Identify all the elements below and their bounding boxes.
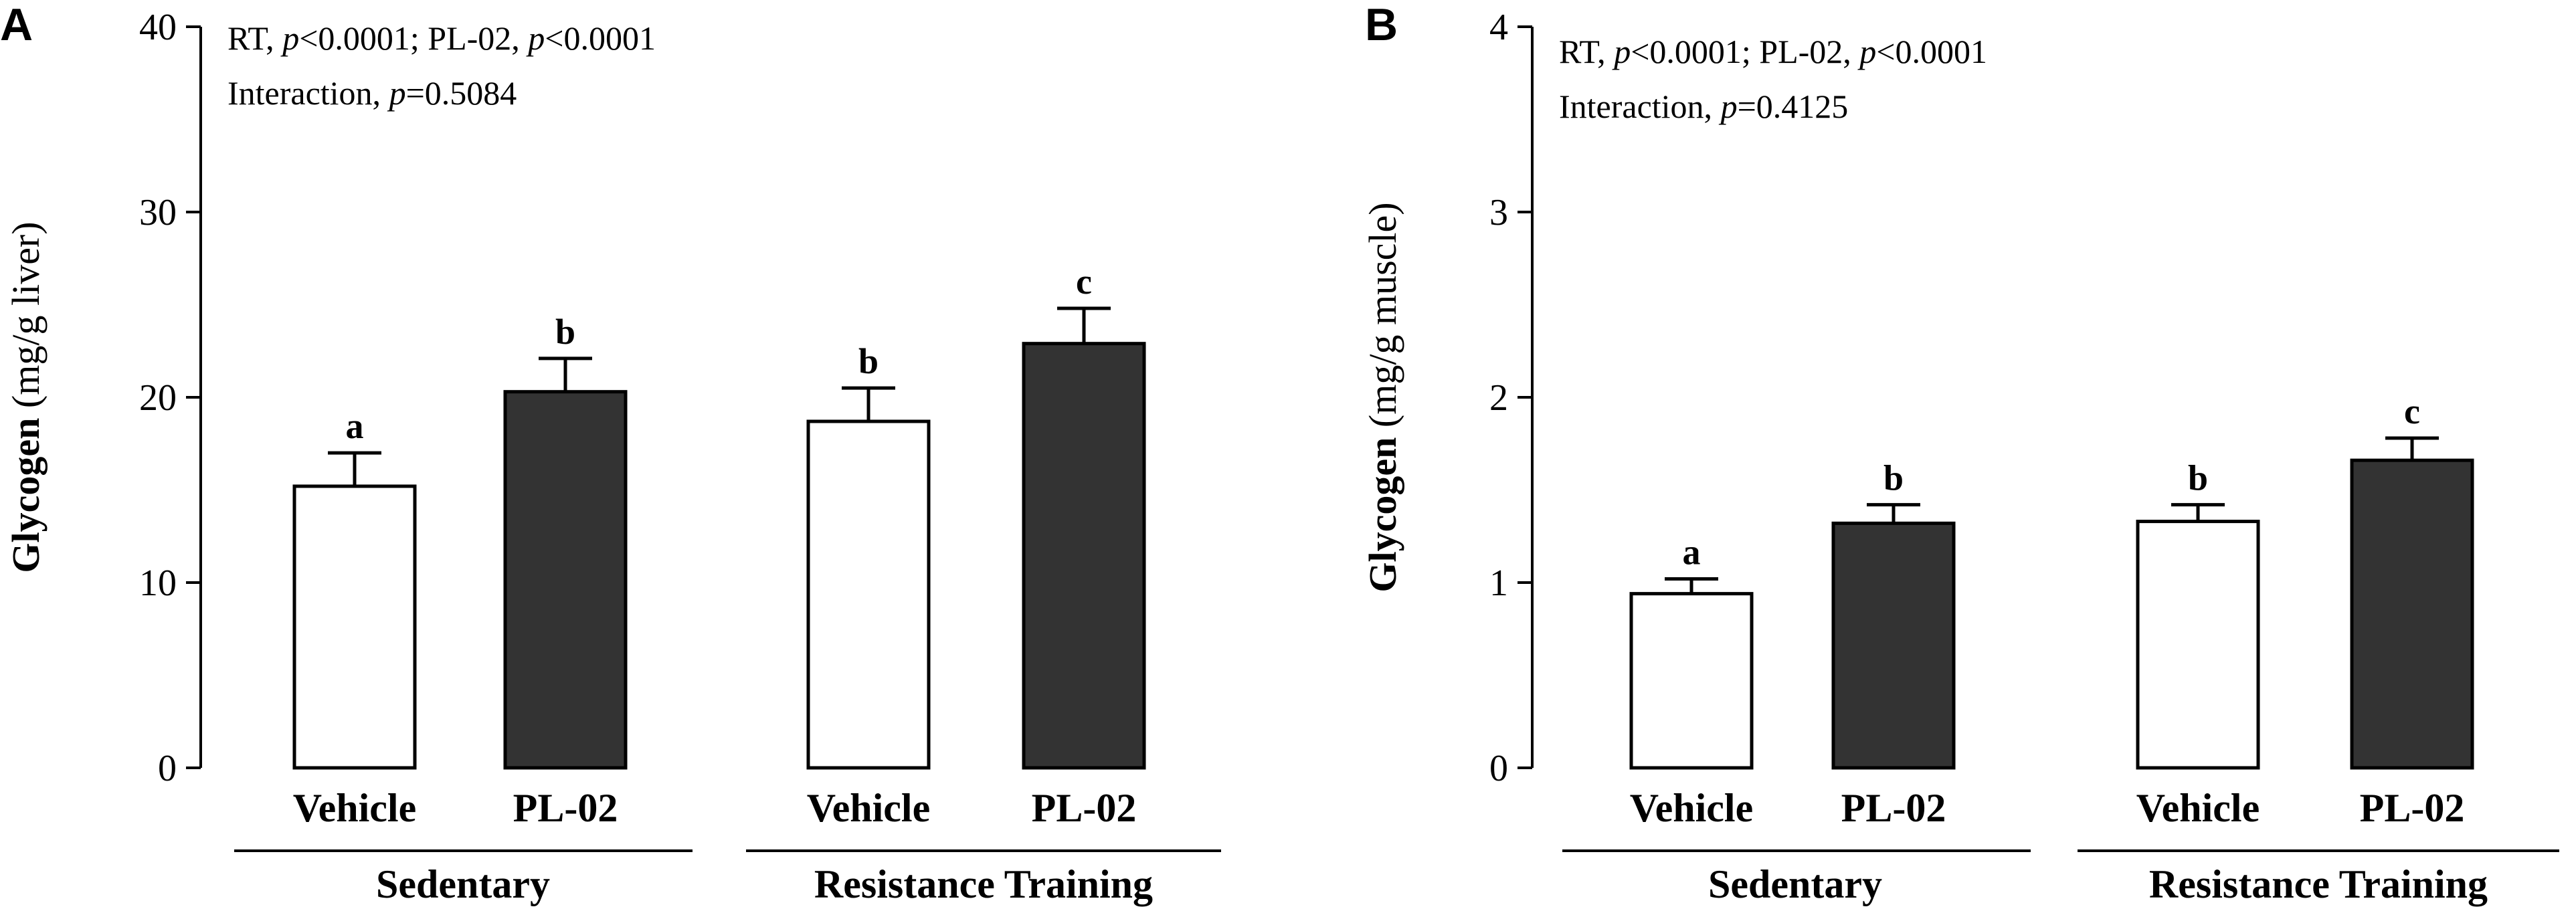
panel-a-stat-pl-value: <0.0001	[545, 19, 656, 57]
panel-b-sed-vehicle-bar	[1629, 592, 1754, 770]
panel-b-rt-vehicle-bar	[2136, 520, 2260, 770]
panel-b-x-labels: Vehicle PL-02 Vehicle PL-02 Sedentary Re…	[1562, 786, 2559, 906]
panel-b-group-rt: Resistance Training	[2149, 862, 2488, 906]
panel-a-y-axis-title: Glycogen (mg/g liver)	[4, 221, 48, 573]
panel-a-label-rt-vehicle: Vehicle	[807, 786, 930, 830]
panel-a-ytick-label-1: 10	[139, 563, 177, 604]
panel-b-rt-vehicle-sig-letter: b	[2188, 458, 2208, 498]
panel-b-y-axis-title-bold: Glycogen	[1361, 437, 1404, 593]
panel-b-y-axis-title: Glycogen (mg/g muscle)	[1361, 202, 1404, 592]
panel-a-x-labels: Vehicle PL-02 Vehicle PL-02 Sedentary Re…	[234, 786, 1221, 906]
panel-a-ytick-label-0: 0	[158, 748, 177, 789]
panel-b-ytick-label-1: 1	[1489, 563, 1508, 604]
panel-b-label-rt-pl02: PL-02	[2360, 786, 2465, 830]
panel-b-stat-rt-value: <0.0001	[1631, 33, 1742, 70]
panel-b-ytick-label-2: 2	[1489, 377, 1508, 419]
panel-b-stat-line-1: RT, p<0.0001; PL-02, p<0.0001	[1559, 33, 1987, 70]
panel-b-sed-vehicle-sig-letter: a	[1683, 532, 1701, 572]
panel-a-ytick-label-4: 40	[139, 7, 177, 48]
panel-b-ytick-label-3: 3	[1489, 192, 1508, 233]
panel-a-y-axis-title-bold: Glycogen	[4, 418, 48, 573]
panel-b-sed-pl02-sig-letter: b	[1883, 458, 1904, 498]
panel-b-stat-rt-label: RT,	[1559, 33, 1614, 70]
panel-b-ytick-label-0: 0	[1489, 748, 1508, 789]
panel-b-y-ticks: 0 1 2 3 4	[1489, 7, 1532, 789]
panel-a-stat-line-2: Interaction, p=0.5084	[227, 74, 517, 112]
panel-a-y-ticks: 0 10 20 30 40	[139, 7, 201, 789]
panel-a-stat-rt-p: p	[280, 19, 299, 57]
panel-b-sed-pl02-bar	[1831, 521, 1956, 770]
panel-b-label-sed-vehicle: Vehicle	[1630, 786, 1753, 830]
panel-b-stat-interaction-value: =0.4125	[1738, 88, 1849, 125]
panel-a-ytick-label-2: 20	[139, 377, 177, 419]
panel-a-group-rt: Resistance Training	[814, 862, 1153, 906]
panel-b-y-axis-title-unit: (mg/g muscle)	[1361, 202, 1404, 427]
panel-b-rt-pl02-sig-letter: c	[2404, 391, 2420, 431]
panel-b-label-sed-pl02: PL-02	[1841, 786, 1946, 830]
panel-a-rt-vehicle-sig-letter: b	[858, 341, 879, 381]
panel-b-y-axis: 0 1 2 3 4 Glycogen (mg/g muscle)	[1361, 7, 1534, 789]
panel-a-stat-separator: ; PL-02,	[410, 19, 528, 57]
panel-a-label-rt-pl02: PL-02	[1032, 786, 1137, 830]
panel-b-label: B	[1365, 0, 1398, 50]
panel-a-sed-vehicle-sig-letter: a	[346, 406, 364, 446]
panel-b-label-rt-vehicle: Vehicle	[2136, 786, 2260, 830]
panel-a-sed-pl02-bar	[503, 390, 628, 770]
panel-b-stat-interaction-label: Interaction,	[1559, 88, 1721, 125]
panel-a-stat-rt-value: <0.0001	[299, 19, 410, 57]
panel-a-rt-pl02-bar	[1022, 342, 1146, 770]
panel-b-stat-pl-value: <0.0001	[1876, 33, 1987, 70]
panel-a-stat-line-1: RT, p<0.0001; PL-02, p<0.0001	[227, 19, 656, 57]
panel-a-stat-interaction-label: Interaction,	[227, 74, 389, 112]
panel-a-label-sed-pl02: PL-02	[513, 786, 618, 830]
panel-a-sed-pl02-sig-letter: b	[555, 312, 575, 352]
panel-b-group-sedentary: Sedentary	[1708, 862, 1882, 906]
panel-a-rt-vehicle-bar	[806, 419, 931, 770]
panel-a-label: A	[0, 0, 33, 50]
panel-a-rt-pl02-sig-letter: c	[1076, 262, 1092, 302]
panel-b-rt-pl02-bar	[2350, 458, 2474, 770]
panel-a-y-axis-title-unit: (mg/g liver)	[4, 221, 48, 408]
panel-a-stat-rt-label: RT,	[227, 19, 282, 57]
panel-b-stat-pl-p: p	[1857, 33, 1876, 70]
panel-b-bars: a b b c	[1629, 391, 2474, 770]
panel-a-stat-pl-p: p	[526, 19, 545, 57]
panel-a-ytick-label-3: 30	[139, 192, 177, 233]
panel-a-sed-vehicle-bar	[292, 484, 417, 770]
panel-a-group-sedentary: Sedentary	[376, 862, 550, 906]
panel-a-stat-interaction-p: p	[387, 74, 406, 112]
panel-a-y-axis: 0 10 20 30 40 Glycogen (mg/g liver)	[4, 7, 202, 789]
panel-a-bars: a b b c	[292, 262, 1146, 770]
panel-b-stat-separator: ; PL-02,	[1742, 33, 1859, 70]
panel-b-stat-interaction-p: p	[1719, 88, 1738, 125]
panel-b-stat-rt-p: p	[1612, 33, 1631, 70]
panel-b-stat-line-2: Interaction, p=0.4125	[1559, 88, 1848, 125]
panel-a-label-sed-vehicle: Vehicle	[293, 786, 416, 830]
panel-b-ytick-label-4: 4	[1489, 7, 1508, 48]
panel-a-stat-interaction-value: =0.5084	[406, 74, 517, 112]
